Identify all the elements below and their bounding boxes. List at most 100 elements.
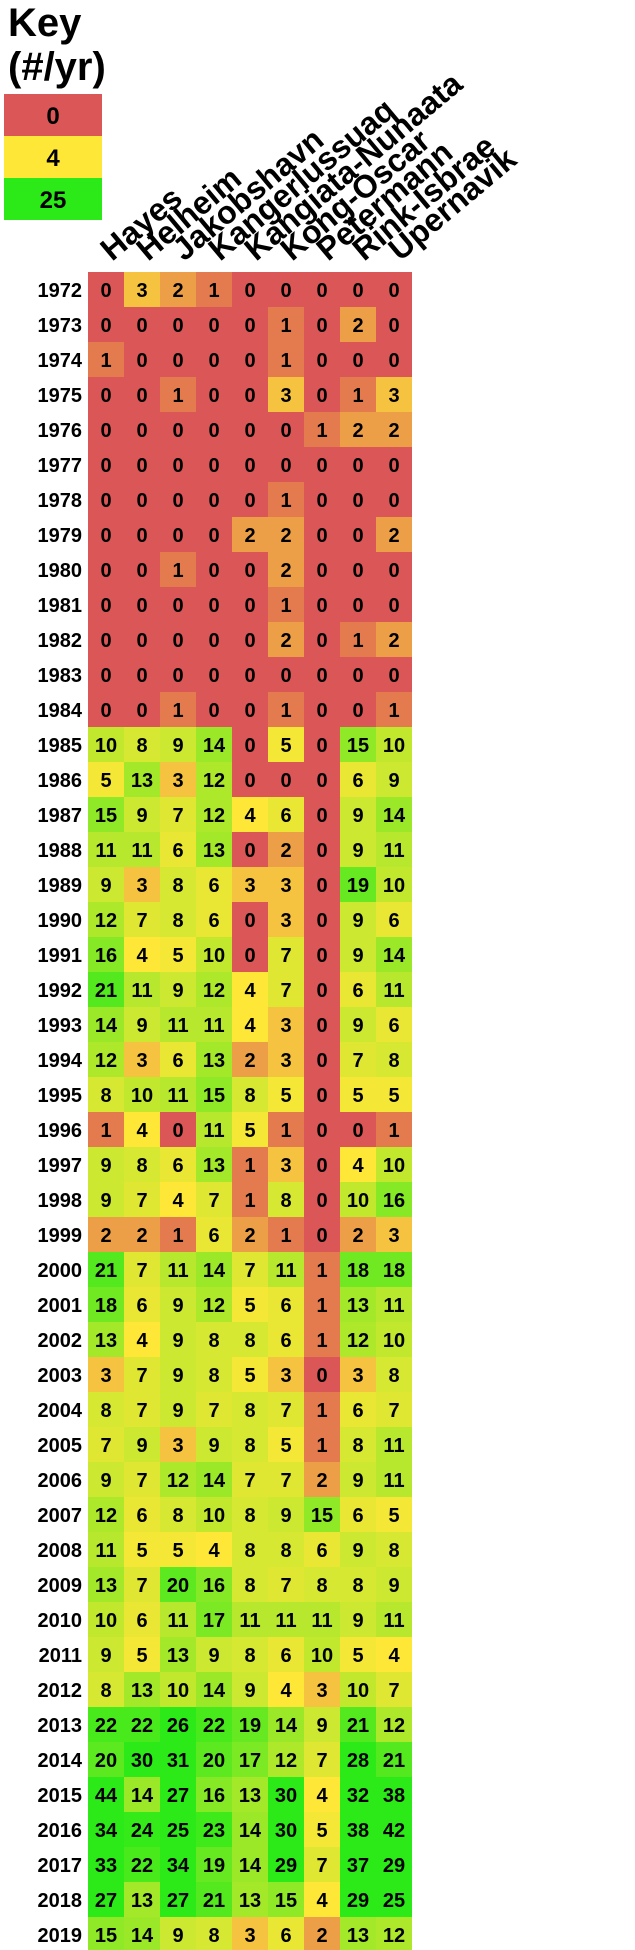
heatmap-cell xyxy=(124,1217,160,1252)
heatmap-cell-value: 0 xyxy=(136,350,147,372)
heatmap-cell xyxy=(160,1322,196,1357)
heatmap-cell-value: 3 xyxy=(136,1050,147,1072)
heatmap-cell xyxy=(88,1427,124,1462)
row-label: 1991 xyxy=(38,945,83,967)
heatmap-cell xyxy=(232,1742,268,1777)
heatmap-cell xyxy=(340,1112,376,1147)
heatmap-cell-value: 0 xyxy=(280,770,291,792)
heatmap-cell-value: 13 xyxy=(131,770,153,792)
heatmap-cell-value: 7 xyxy=(136,1470,147,1492)
heatmap-cell-value: 0 xyxy=(208,350,219,372)
heatmap-cell xyxy=(304,1602,340,1637)
heatmap-cell-value: 26 xyxy=(167,1715,189,1737)
heatmap-cell xyxy=(232,1462,268,1497)
heatmap-cell-value: 30 xyxy=(275,1785,297,1807)
heatmap-cell xyxy=(88,1392,124,1427)
heatmap-cell-value: 3 xyxy=(280,1015,291,1037)
heatmap-cell-value: 0 xyxy=(316,700,327,722)
heatmap-cell-value: 1 xyxy=(280,315,291,337)
row-label: 2013 xyxy=(38,1715,83,1737)
heatmap-cell-value: 0 xyxy=(136,560,147,582)
heatmap-cell-value: 0 xyxy=(244,595,255,617)
heatmap-cell-value: 0 xyxy=(136,455,147,477)
heatmap-cell xyxy=(88,412,124,447)
heatmap-cell xyxy=(340,1917,376,1950)
heatmap-cell xyxy=(340,1147,376,1182)
row-label: 1975 xyxy=(38,385,83,407)
heatmap-cell xyxy=(340,1287,376,1322)
heatmap-cell xyxy=(268,1462,304,1497)
heatmap-cell xyxy=(160,1427,196,1462)
heatmap-cell-value: 7 xyxy=(388,1400,399,1422)
heatmap-cell-value: 0 xyxy=(136,595,147,617)
heatmap-cell-value: 13 xyxy=(203,1155,225,1177)
heatmap-cell xyxy=(268,1917,304,1950)
heatmap-cell-value: 17 xyxy=(239,1750,261,1772)
heatmap-cell-value: 0 xyxy=(280,280,291,302)
heatmap-cell-value: 0 xyxy=(100,700,111,722)
heatmap-cell xyxy=(340,727,376,762)
heatmap-cell-value: 0 xyxy=(208,490,219,512)
heatmap-cell xyxy=(88,1217,124,1252)
heatmap-cell-value: 6 xyxy=(352,770,363,792)
heatmap-cell xyxy=(88,1567,124,1602)
heatmap-cell xyxy=(340,902,376,937)
heatmap-cell xyxy=(196,1882,232,1917)
heatmap-cell-value: 0 xyxy=(388,595,399,617)
heatmap-cell-value: 1 xyxy=(172,560,183,582)
heatmap-cell-value: 8 xyxy=(244,1400,255,1422)
heatmap-cell xyxy=(196,1007,232,1042)
heatmap-cell xyxy=(304,797,340,832)
heatmap-cell xyxy=(232,587,268,622)
heatmap-cell-value: 0 xyxy=(136,420,147,442)
heatmap-cell xyxy=(88,1882,124,1917)
heatmap-cell-value: 7 xyxy=(280,1470,291,1492)
heatmap-cell xyxy=(124,1777,160,1812)
row-label: 1988 xyxy=(38,840,83,862)
heatmap-cell xyxy=(196,1427,232,1462)
heatmap-cell-value: 0 xyxy=(352,525,363,547)
heatmap-cell xyxy=(124,1917,160,1950)
heatmap-cell-value: 0 xyxy=(172,420,183,442)
heatmap-cell-value: 2 xyxy=(388,420,399,442)
heatmap-cell xyxy=(196,1637,232,1672)
heatmap-cell-value: 0 xyxy=(208,630,219,652)
heatmap-cell-value: 16 xyxy=(383,1190,405,1212)
heatmap-cell xyxy=(376,377,412,412)
heatmap-cell-value: 7 xyxy=(244,1470,255,1492)
heatmap-cell xyxy=(232,1042,268,1077)
heatmap-cell xyxy=(160,727,196,762)
heatmap-cell xyxy=(196,867,232,902)
heatmap-cell-value: 0 xyxy=(352,280,363,302)
heatmap-cell-value: 7 xyxy=(136,910,147,932)
heatmap-cell-value: 9 xyxy=(172,1925,183,1947)
heatmap-cell xyxy=(124,832,160,867)
heatmap-cell xyxy=(268,867,304,902)
heatmap-cell-value: 7 xyxy=(136,1260,147,1282)
heatmap-cell xyxy=(88,1777,124,1812)
heatmap-cell-value: 13 xyxy=(347,1925,369,1947)
heatmap-cell xyxy=(88,1672,124,1707)
heatmap-cell xyxy=(88,622,124,657)
heatmap-cell-value: 5 xyxy=(280,1085,291,1107)
heatmap-cell-value: 7 xyxy=(136,1575,147,1597)
heatmap-cell xyxy=(304,1497,340,1532)
heatmap-cell-value: 1 xyxy=(388,1120,399,1142)
heatmap-cell xyxy=(124,692,160,727)
heatmap-cell xyxy=(304,972,340,1007)
heatmap-cell xyxy=(268,1287,304,1322)
heatmap-cell xyxy=(304,1777,340,1812)
heatmap-cell-value: 14 xyxy=(275,1715,298,1737)
heatmap-cell xyxy=(268,1392,304,1427)
heatmap-cell xyxy=(268,1847,304,1882)
heatmap-cell-value: 0 xyxy=(208,700,219,722)
heatmap-cell xyxy=(124,867,160,902)
heatmap-cell xyxy=(232,1847,268,1882)
heatmap-cell-value: 18 xyxy=(347,1260,369,1282)
heatmap-cell-value: 10 xyxy=(167,1680,189,1702)
heatmap-cell-value: 6 xyxy=(280,1645,291,1667)
heatmap-cell xyxy=(304,1147,340,1182)
heatmap-cell xyxy=(340,517,376,552)
heatmap-cell xyxy=(232,657,268,692)
heatmap-cell-value: 3 xyxy=(388,385,399,407)
